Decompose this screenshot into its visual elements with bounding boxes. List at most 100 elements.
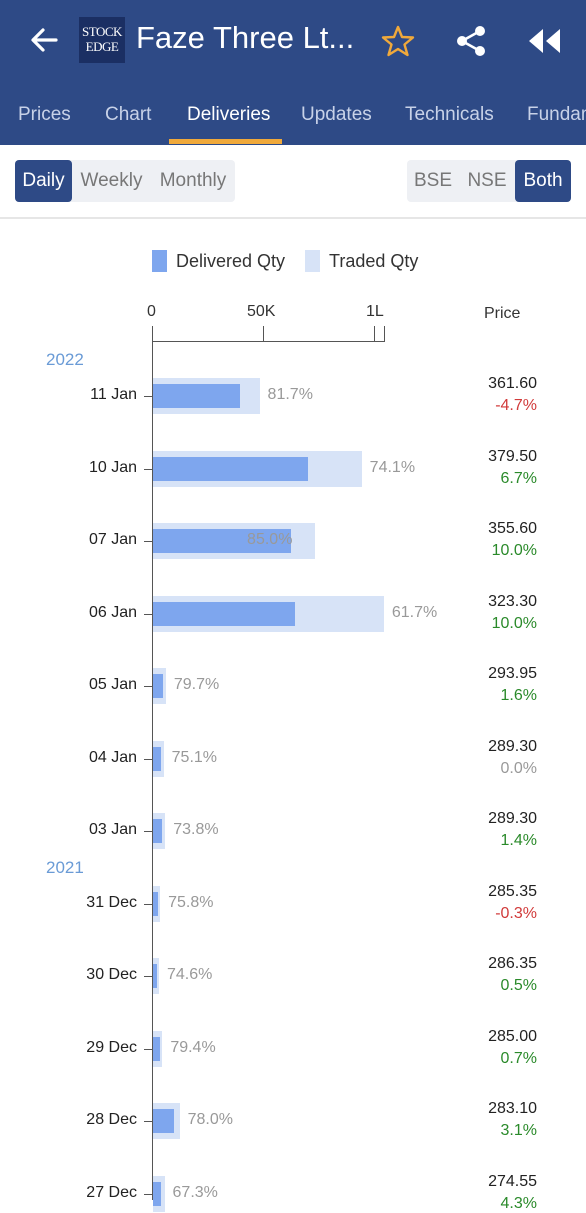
delivered-qty-bar[interactable]: [153, 1109, 174, 1133]
delivered-qty-bar[interactable]: [153, 674, 164, 698]
price-value: 285.00: [488, 1027, 537, 1045]
x-axis-line: [152, 341, 385, 342]
price-value: 323.30: [488, 592, 537, 610]
price-value: 355.60: [488, 520, 537, 537]
row-tick: [144, 396, 152, 397]
delivered-qty-bar[interactable]: [153, 601, 296, 626]
price-change: -0.3%: [495, 904, 537, 922]
price-column-header: Price: [484, 305, 521, 322]
active-tab-indicator: [169, 139, 282, 144]
row-date: 05 Jan: [88, 676, 137, 693]
price-change: 10.0%: [491, 614, 537, 632]
row-date: 07 Jan: [88, 531, 137, 548]
price-value: 289.30: [488, 737, 537, 755]
tab-deliveries[interactable]: Deliveries: [187, 104, 271, 125]
divider: [0, 217, 586, 219]
axis-tick-label-1l: 1L: [366, 303, 384, 320]
delivery-percent-label: 73.8%: [173, 821, 219, 838]
tab-updates[interactable]: Updates: [301, 104, 372, 125]
share-icon[interactable]: [454, 24, 488, 58]
y-axis-line: [152, 341, 153, 1200]
delivered-qty-bar[interactable]: [153, 529, 291, 553]
tab-chart[interactable]: Chart: [105, 104, 152, 125]
row-tick: [144, 468, 152, 470]
delivered-qty-bar[interactable]: [153, 891, 159, 916]
period-daily-button[interactable]: Daily: [15, 160, 72, 202]
exchange-nse-button[interactable]: NSE: [467, 170, 507, 191]
row-tick: [144, 903, 152, 905]
price-change: 3.1%: [500, 1122, 537, 1139]
price-change: 10.0%: [491, 542, 537, 559]
price-change: 1.4%: [500, 832, 537, 849]
year-label: 2021: [46, 858, 84, 877]
price-change: -4.7%: [495, 397, 537, 414]
delivery-percent-label: 74.1%: [369, 458, 416, 476]
delivery-percent-label: 79.4%: [170, 1038, 216, 1056]
row-tick: [144, 1193, 152, 1195]
row-date: 28 Dec: [86, 1111, 137, 1128]
row-date: 31 Dec: [86, 893, 137, 911]
tab-technicals[interactable]: Technicals: [405, 104, 494, 125]
exchange-both-button[interactable]: Both: [515, 160, 571, 202]
row-tick: [144, 1048, 152, 1050]
delivery-percent-label: 75.8%: [168, 893, 214, 911]
period-monthly-button[interactable]: Monthly: [159, 170, 227, 191]
x-axis-tick-0: [152, 326, 153, 342]
delivery-percent-label: 85.0%: [247, 531, 293, 548]
tab-bar: [0, 85, 586, 145]
delivery-percent-label: 79.7%: [173, 676, 220, 693]
row-date: 27 Dec: [86, 1183, 137, 1201]
app-header: STOCK EDGE Faze Three Lt...: [0, 0, 586, 85]
year-label: 2022: [46, 350, 84, 369]
price-value: 289.30: [488, 810, 537, 827]
legend-traded-swatch: [305, 250, 320, 272]
row-date: 29 Dec: [86, 1038, 137, 1056]
delivered-qty-bar[interactable]: [153, 456, 309, 481]
row-date: 03 Jan: [88, 821, 137, 838]
legend-delivered-label: Delivered Qty: [176, 251, 286, 271]
price-change: 0.0%: [500, 759, 537, 777]
tab-prices[interactable]: Prices: [18, 104, 71, 125]
delivered-qty-bar[interactable]: [153, 746, 161, 771]
exchange-bse-button[interactable]: BSE: [413, 170, 453, 191]
logo-line-2: EDGE: [85, 39, 119, 54]
price-value: 379.50: [488, 447, 537, 465]
price-change: 6.7%: [500, 469, 537, 487]
price-change: 4.3%: [500, 1194, 537, 1212]
x-axis-tick-1l: [374, 326, 375, 342]
row-tick: [144, 1121, 152, 1122]
price-change: 0.7%: [500, 1049, 537, 1067]
price-change: 0.5%: [500, 977, 537, 994]
delivered-qty-bar[interactable]: [153, 819, 163, 843]
arrow-left-icon[interactable]: [28, 24, 60, 56]
delivered-qty-bar[interactable]: [153, 1181, 161, 1206]
delivery-percent-label: 78.0%: [187, 1111, 233, 1128]
price-value: 361.60: [488, 375, 537, 392]
stockedge-logo: STOCK EDGE: [79, 17, 125, 63]
delivery-percent-label: 75.1%: [171, 748, 218, 766]
delivered-qty-bar[interactable]: [153, 384, 240, 408]
logo-line-1: STOCK: [82, 24, 122, 39]
row-date: 30 Dec: [86, 966, 137, 983]
price-value: 274.55: [488, 1172, 537, 1190]
delivery-percent-label: 61.7%: [391, 603, 438, 621]
row-tick: [144, 613, 152, 615]
axis-tick-label-50k: 50K: [247, 303, 276, 320]
price-value: 283.10: [488, 1100, 537, 1117]
tab-fundamentals[interactable]: Fundam: [527, 104, 586, 125]
row-tick: [144, 686, 152, 687]
price-value: 286.35: [488, 955, 537, 972]
row-date: 11 Jan: [90, 386, 137, 403]
row-tick: [144, 831, 152, 832]
delivered-qty-bar[interactable]: [153, 1036, 161, 1061]
axis-tick-label-0: 0: [147, 303, 156, 320]
delivered-qty-bar[interactable]: [153, 964, 158, 988]
star-outline-icon[interactable]: [381, 24, 415, 58]
rewind-icon[interactable]: [526, 26, 562, 56]
row-tick: [144, 758, 152, 760]
period-weekly-button[interactable]: Weekly: [80, 170, 143, 191]
price-value: 293.95: [488, 665, 537, 682]
page-title: Faze Three Lt...: [136, 20, 355, 55]
legend-delivered-swatch: [152, 250, 167, 272]
row-date: 06 Jan: [88, 603, 137, 621]
